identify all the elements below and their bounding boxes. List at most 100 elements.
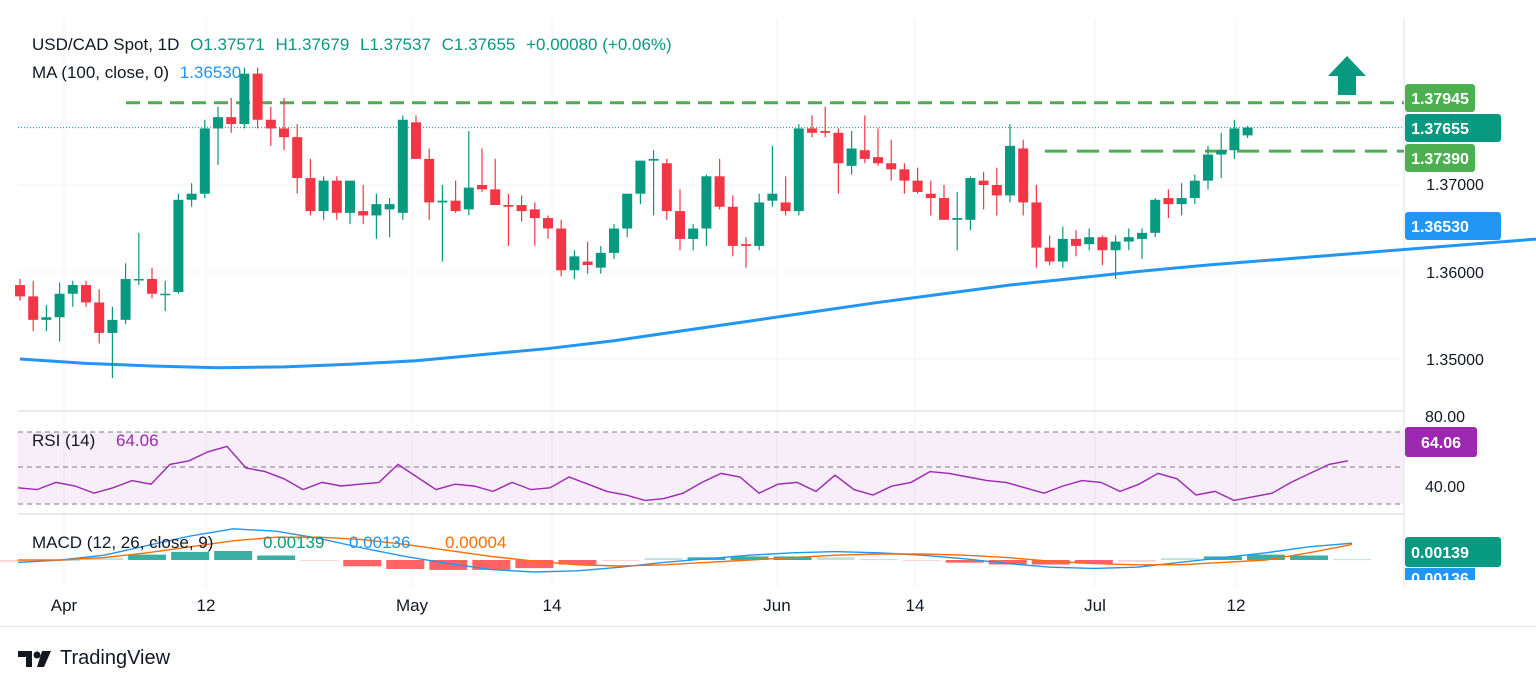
- badge-last-price-text: 1.37655: [1411, 121, 1469, 138]
- candle-body: [1084, 237, 1095, 245]
- candle-body: [279, 128, 289, 138]
- symbol-name[interactable]: USD/CAD Spot, 1D: [32, 35, 180, 54]
- candle-body: [952, 218, 963, 220]
- badge-lower-level: [1405, 144, 1475, 172]
- badge-upper-level-text: 1.37945: [1411, 91, 1469, 108]
- macd-histogram-bar: [0, 560, 37, 562]
- candle-body: [463, 187, 474, 210]
- price-tick-2: 1.36000: [1426, 265, 1484, 282]
- candle-body: [1242, 127, 1253, 136]
- candle-body: [1044, 247, 1055, 262]
- macd-label: MACD (12, 26, close, 9): [32, 533, 213, 552]
- macd-path: [17, 528, 1353, 573]
- candle-body: [384, 204, 395, 210]
- candle-body: [107, 319, 118, 333]
- x-tick-14-may: 14: [543, 596, 562, 615]
- candle-body: [939, 198, 949, 220]
- x-tick-12-apr: 12: [197, 596, 216, 615]
- x-tick-12-jul: 12: [1227, 596, 1246, 615]
- candle-body: [1018, 148, 1029, 203]
- rsi-line: [17, 445, 1349, 502]
- candle-body: [147, 278, 157, 294]
- badge-ma: [1405, 212, 1501, 240]
- candle-body: [397, 119, 408, 213]
- candle-body: [1150, 199, 1161, 233]
- x-tick-14-jun: 14: [906, 596, 925, 615]
- candle-body: [529, 209, 540, 219]
- candle-body: [213, 117, 223, 129]
- candle-body: [978, 180, 989, 185]
- macd-histogram-bar: [988, 560, 1027, 565]
- macd-histogram-bar: [300, 560, 339, 561]
- candle-body: [846, 148, 857, 166]
- candle-body: [1005, 145, 1015, 196]
- rsi-tick-80: 80.00: [1425, 409, 1465, 426]
- candle-body: [1097, 237, 1108, 251]
- candle-body: [569, 256, 580, 271]
- candle-body: [173, 199, 184, 293]
- rsi-badge-text: 64.06: [1421, 435, 1461, 452]
- macd-signal-badge-text: 0.00136: [1411, 571, 1469, 588]
- candle-body: [186, 193, 197, 200]
- candle-body: [345, 180, 355, 213]
- candle-body: [226, 117, 237, 125]
- candle-body: [609, 228, 619, 253]
- macd-histogram-bar: [816, 557, 855, 560]
- ma100-line: [19, 237, 1536, 370]
- macd-histogram-bar: [1289, 555, 1328, 560]
- candle-body: [661, 163, 672, 212]
- candle-body: [120, 278, 131, 320]
- x-tick-jun: Jun: [763, 596, 790, 615]
- candle-body: [780, 202, 791, 212]
- candle-body: [675, 211, 685, 239]
- candle-body: [635, 160, 646, 194]
- price-tick-1: 1.37000: [1426, 177, 1484, 194]
- candle-body: [1163, 198, 1174, 205]
- macd-histogram-bar: [902, 560, 941, 561]
- price-grid: [18, 18, 1404, 588]
- candle-body: [28, 296, 39, 320]
- candle-body: [490, 189, 501, 206]
- tradingview-logo[interactable]: TradingView: [18, 647, 170, 670]
- ma-label[interactable]: MA (100, close, 0): [32, 63, 170, 82]
- candle-body: [807, 128, 817, 133]
- candle-body: [450, 200, 461, 212]
- macd-histogram-bar: [429, 560, 468, 570]
- macd-histogram-bar: [644, 558, 683, 560]
- ohlc-close: C1.37655: [441, 35, 516, 54]
- bullish-arrow-icon: [1328, 56, 1366, 95]
- candle-body: [543, 218, 553, 229]
- chart-canvas[interactable]: 1.37000 1.36000 1.35000 1.37945 1.37655 …: [0, 0, 1536, 626]
- rsi-label: RSI (14): [32, 431, 95, 450]
- candle-body: [411, 122, 421, 159]
- rsi-tick-40: 40.00: [1425, 479, 1465, 496]
- macd-histogram-bar: [558, 560, 597, 565]
- candle-body: [305, 178, 316, 212]
- candle-body: [477, 185, 487, 190]
- candle-body: [265, 119, 276, 129]
- candle-body: [833, 132, 844, 164]
- macd-histogram-bar: [472, 560, 511, 570]
- candle-body: [595, 252, 606, 268]
- macd-histogram-bar: [214, 551, 253, 560]
- badge-last-price: [1405, 114, 1501, 142]
- candle-body: [741, 244, 751, 246]
- candle-body: [94, 302, 105, 333]
- candle-body: [318, 180, 329, 212]
- macd-histogram-bar: [1117, 560, 1156, 562]
- candle-body: [160, 293, 171, 296]
- candle-body: [1071, 238, 1081, 246]
- tradingview-wordmark: TradingView: [60, 647, 171, 669]
- macd-signal-path: [18, 536, 1353, 567]
- candle-body: [925, 193, 936, 199]
- candle-body: [424, 158, 435, 203]
- candle-body: [688, 228, 699, 239]
- candle-body: [1110, 241, 1121, 251]
- x-tick-jul: Jul: [1084, 596, 1106, 615]
- macd-histogram-bar: [1160, 558, 1199, 560]
- candle-body: [1229, 128, 1240, 151]
- rsi-badge: [1405, 427, 1477, 457]
- candle-body: [991, 185, 1002, 196]
- candle-body: [1189, 180, 1200, 199]
